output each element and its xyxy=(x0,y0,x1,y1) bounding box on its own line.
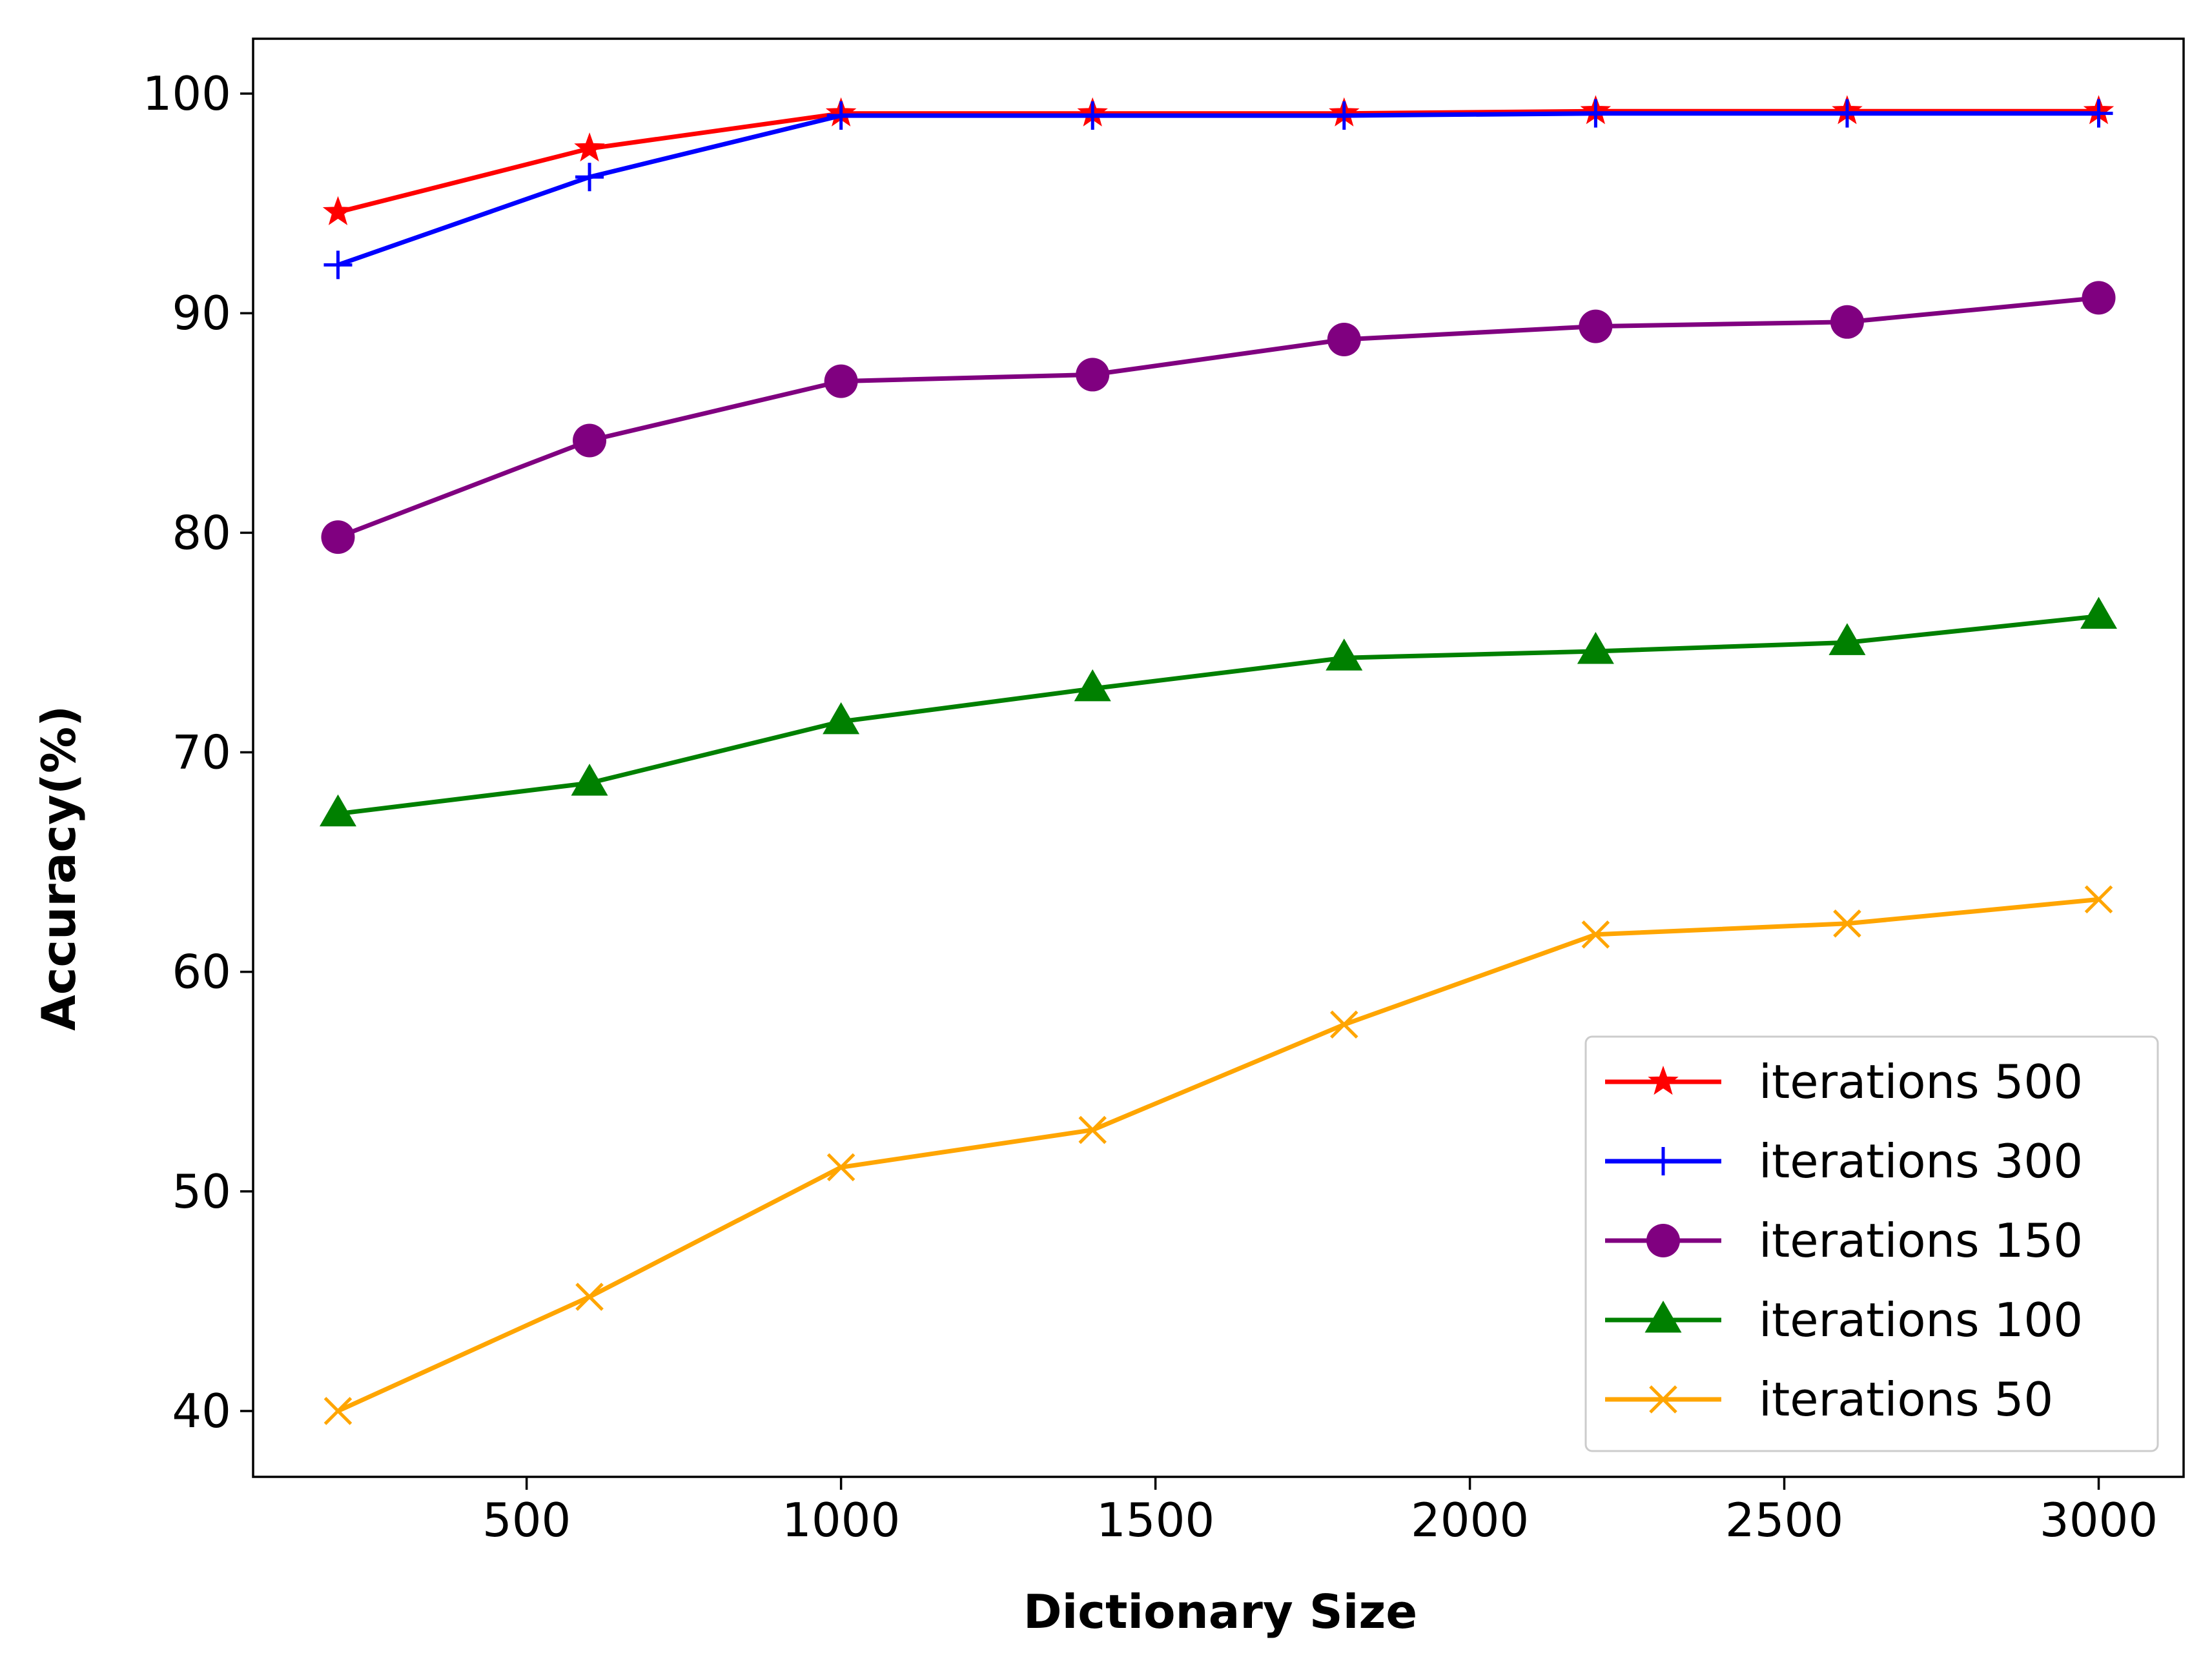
legend-iterations-500-label: iterations 500 xyxy=(1759,1055,2083,1109)
legend-iterations-500-marker xyxy=(1648,1066,1679,1095)
series-iterations-100-point-5 xyxy=(1577,632,1614,664)
series-iterations-50-point-2-b xyxy=(826,1153,855,1182)
series-iterations-100-point-4 xyxy=(1326,638,1363,671)
series-iterations-50-point-3-b xyxy=(1078,1115,1107,1144)
y-tick-label-70: 70 xyxy=(172,725,231,779)
plot-frame xyxy=(252,37,2185,1478)
legend-iterations-50-marker-b xyxy=(1649,1385,1677,1414)
series-iterations-300-point-2 xyxy=(826,101,855,130)
legend-iterations-300: iterations 300 xyxy=(1605,1134,2083,1188)
series-iterations-150 xyxy=(321,281,2116,554)
series-iterations-500-point-0 xyxy=(322,196,354,225)
series-iterations-100-point-1 xyxy=(571,764,608,796)
series-iterations-50-point-1 xyxy=(575,1283,604,1311)
series-iterations-150-point-4 xyxy=(1327,323,1361,357)
series-iterations-50-point-6-b xyxy=(1833,909,1861,938)
legend-iterations-100-marker xyxy=(1644,1301,1682,1333)
y-axis-label: Accuracy(%) xyxy=(32,706,86,1031)
series-iterations-300-point-7 xyxy=(2084,99,2113,128)
series-iterations-100-point-0 xyxy=(319,794,356,827)
series-iterations-50-point-3 xyxy=(1078,1115,1107,1144)
series-iterations-50 xyxy=(323,885,2113,1425)
series-iterations-150-point-3 xyxy=(1076,358,1110,392)
series-iterations-150-point-7 xyxy=(2082,281,2116,315)
series-iterations-100 xyxy=(319,596,2118,827)
y-tick-label-100: 100 xyxy=(143,66,231,121)
legend-iterations-500: iterations 500 xyxy=(1605,1055,2083,1109)
legend: iterations 500 iterations 300 iterations 1… xyxy=(1584,1035,2159,1452)
series-iterations-50-line xyxy=(336,897,2101,1414)
series-iterations-500-point-1 xyxy=(574,132,605,162)
series-iterations-50-point-6 xyxy=(1833,909,1861,938)
x-tick-label-1500: 1500 xyxy=(1096,1493,1214,1547)
series-iterations-50-point-2 xyxy=(826,1153,855,1182)
legend-iterations-150: iterations 150 xyxy=(1605,1213,2083,1268)
y-tick-label-50: 50 xyxy=(172,1164,231,1219)
series-iterations-300-point-6 xyxy=(1832,99,1861,128)
series-iterations-150-point-5 xyxy=(1579,309,1613,343)
series-iterations-50-point-5-b xyxy=(1581,920,1610,949)
x-tick-label-1000: 1000 xyxy=(782,1493,900,1547)
legend-iterations-300-marker xyxy=(1649,1147,1677,1175)
x-tick-label-3000: 3000 xyxy=(2040,1493,2158,1547)
series-iterations-300-point-4 xyxy=(1329,101,1358,130)
series-iterations-300 xyxy=(323,99,2113,279)
legend-iterations-150-label: iterations 150 xyxy=(1759,1213,2083,1268)
y-tick-label-80: 80 xyxy=(172,505,231,560)
legend-iterations-50: iterations 50 xyxy=(1605,1372,2053,1427)
series-iterations-100-point-7 xyxy=(2080,596,2118,629)
legend-iterations-100-label: iterations 100 xyxy=(1759,1293,2083,1347)
series-iterations-300-point-5 xyxy=(1581,99,1610,128)
y-tick-label-90: 90 xyxy=(172,286,231,340)
series-iterations-300-point-3 xyxy=(1078,101,1107,130)
series-iterations-300-line xyxy=(336,111,2101,267)
series-iterations-150-point-1 xyxy=(573,423,607,458)
series-iterations-150-line xyxy=(336,295,2101,540)
axes: 500 1000 1500 2000 2500 3000 40 50 60 70 80 90 100 xyxy=(143,37,2185,1547)
legend-iterations-300-label: iterations 300 xyxy=(1759,1134,2083,1188)
series-iterations-50-point-7-b xyxy=(2084,885,2113,914)
series-iterations-150-point-2 xyxy=(824,364,858,398)
series-iterations-100-point-3 xyxy=(1074,669,1111,702)
series-iterations-50-point-5 xyxy=(1581,920,1610,949)
legend-iterations-50-label: iterations 50 xyxy=(1759,1372,2053,1427)
series-iterations-300-point-0 xyxy=(323,250,353,279)
x-tick-label-2000: 2000 xyxy=(1411,1493,1529,1547)
plot-area xyxy=(319,95,2118,1425)
x-tick-label-2500: 2500 xyxy=(1725,1493,1843,1547)
series-iterations-150-point-0 xyxy=(321,520,355,554)
series-iterations-100-point-6 xyxy=(1828,623,1866,655)
series-iterations-50-point-4-b xyxy=(1330,1010,1358,1039)
series-iterations-300-point-1 xyxy=(575,163,604,192)
series-iterations-100-point-2 xyxy=(823,702,860,735)
series-iterations-50-point-0-b xyxy=(323,1397,353,1425)
legend-box xyxy=(1584,1035,2159,1452)
legend-iterations-150-marker xyxy=(1646,1224,1680,1257)
series-iterations-50-point-1-b xyxy=(575,1283,604,1311)
legend-iterations-50-marker xyxy=(1649,1385,1677,1414)
y-tick-label-40: 40 xyxy=(172,1384,231,1438)
series-iterations-50-point-7 xyxy=(2084,885,2113,914)
y-tick-label-60: 60 xyxy=(172,945,231,999)
series-iterations-100-line xyxy=(336,614,2101,817)
series-iterations-50-point-0 xyxy=(323,1397,353,1425)
series-iterations-50-point-4 xyxy=(1330,1010,1358,1039)
x-tick-label-500: 500 xyxy=(482,1493,571,1547)
series-iterations-150-point-6 xyxy=(1830,305,1864,339)
x-axis-label: Dictionary Size xyxy=(1023,1585,1417,1639)
legend-iterations-100: iterations 100 xyxy=(1605,1293,2083,1347)
